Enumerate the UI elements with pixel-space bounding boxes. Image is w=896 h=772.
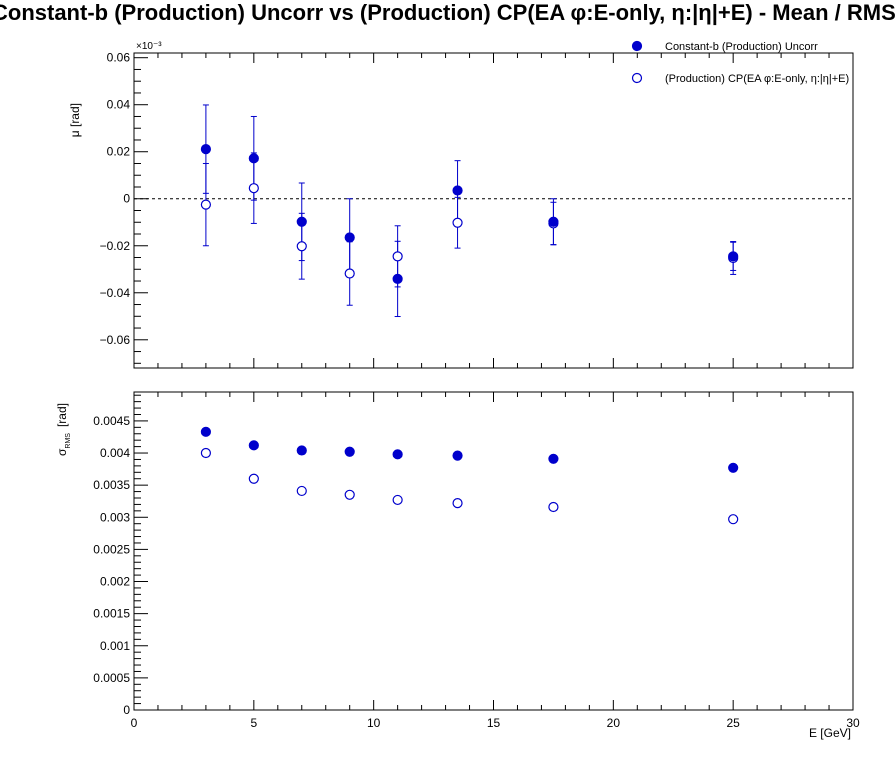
rms-point-uncorr [200,426,211,437]
mean-panel: −0.06 −0.04 −0.02 0 0.02 0.04 0.06 ×10⁻³ μ [rad]… [68,40,854,369]
y-axis-title: μ [rad] [68,103,82,137]
mean-point-uncorr [248,153,259,164]
mean-point-uncorr [728,251,739,262]
rms-point-cp [344,489,355,500]
x-tick-label: 30 [846,716,860,730]
y-axis-title: σRMS [rad] [55,403,72,456]
chart-title: Constant-b (Production) Uncorr vs (Produ… [0,0,896,25]
y-tick-label: −0.04 [100,286,131,300]
rms-point-uncorr [248,440,259,451]
mean-point-cp [344,268,355,279]
x-tick-label: 15 [487,716,501,730]
legend-marker-filled [631,40,643,52]
mean-point-cp [452,217,463,228]
plot-frame [133,52,854,369]
rms-point-cp [392,494,403,506]
x-tick-label: 20 [607,716,621,730]
mean-point-cp [200,199,211,210]
rms-point-cp [452,498,463,509]
mean-point-uncorr [296,216,307,227]
rms-point-cp [728,514,739,525]
y-tick-label: 0.0035 [93,478,130,492]
rms-point-cp [248,473,259,484]
rms-point-uncorr [728,462,739,473]
x-axis-title: E [GeV] [809,726,851,740]
x-tick-label: 5 [250,716,257,730]
mean-point-cp [296,241,307,252]
y-tick-label: 0.003 [100,510,130,524]
rms-point-cp [296,485,307,497]
y-tick-label: 0.0025 [93,542,130,556]
rms-point-uncorr [344,446,355,457]
y-tick-label: 0.0015 [93,607,130,621]
y-axis-title-unit: [rad] [55,403,69,427]
y-tick-label: 0.02 [107,145,131,159]
x-tick-label: 10 [367,716,381,730]
rms-point-uncorr [548,453,559,464]
rms-point-cp [548,501,559,513]
legend-label: (Production) CP(EA φ:E-only, η:|η|+E) [665,73,849,85]
y-tick-label: 0.04 [107,98,131,112]
mean-point-cp [392,251,403,262]
y-tick-label: 0.0045 [93,414,130,428]
y-tick-label: 0.001 [100,639,130,653]
rms-point-cp [200,447,211,459]
mean-point-uncorr [548,216,559,227]
legend: Constant-b (Production) Uncorr (Productio… [631,40,849,85]
y-tick-label: −0.02 [100,239,131,253]
rms-panel: 0 5 10 15 20 25 30 0 0.0005 0.001 0.0015 0.002 0.002… [55,391,860,740]
mean-point-cp [248,183,259,194]
mean-point-uncorr [392,273,403,285]
plot-frame [133,391,854,711]
y-axis-title-subscript: RMS [65,433,72,449]
y-axis-title-symbol: σ [55,448,69,456]
y-tick-label: 0.06 [107,51,131,65]
y-tick-label: 0 [123,703,130,717]
rms-point-uncorr [392,449,403,460]
x-tick-label: 0 [131,716,138,730]
mean-point-uncorr [452,185,463,196]
y-tick-label: 0 [123,192,130,206]
y-exponent-label: ×10⁻³ [136,41,162,52]
legend-marker-open [631,72,643,84]
rms-point-uncorr [452,450,463,461]
rms-point-uncorr [296,445,307,456]
y-tick-label: 0.002 [100,575,130,589]
mean-point-uncorr [200,144,211,155]
y-tick-label: 0.0005 [93,671,130,685]
legend-label: Constant-b (Production) Uncorr [665,41,818,53]
x-tick-label: 25 [726,716,740,730]
y-tick-label: 0.004 [100,446,130,460]
mean-point-uncorr [344,232,355,243]
y-tick-label: −0.06 [100,333,131,347]
